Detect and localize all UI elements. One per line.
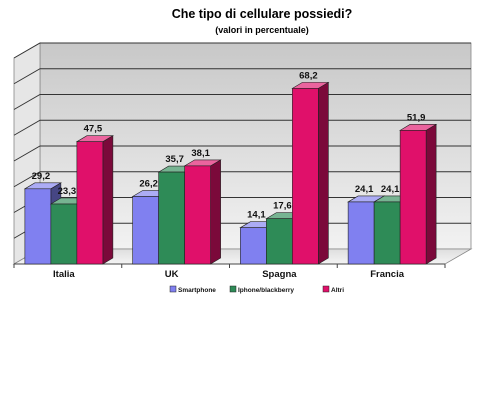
data-label: 38,1: [191, 148, 210, 159]
category-labels-group: Italia UK Spagna Francia: [53, 269, 405, 280]
bar: [75, 135, 114, 265]
category-label: UK: [165, 269, 179, 280]
legend-label: Altri: [331, 287, 344, 294]
legend-swatch: [169, 285, 177, 293]
chart-title: Che tipo di cellulare possiedi?: [172, 7, 353, 21]
legend-label: Iphone/blackberry: [238, 287, 294, 294]
category-label: Francia: [370, 269, 405, 280]
legend-item: Iphone/blackberry: [229, 285, 294, 294]
data-label: 17,6: [273, 201, 292, 212]
bar: [291, 81, 330, 265]
legend-swatch: [322, 285, 330, 293]
bars-group: [23, 81, 438, 265]
data-label: 14,1: [247, 210, 266, 221]
data-label: 23,3: [58, 186, 77, 197]
data-label: 68,2: [299, 70, 318, 81]
legend-item: Altri: [322, 285, 344, 294]
gridline: [13, 68, 471, 85]
category-label: Spagna: [262, 269, 297, 280]
bar: [399, 123, 438, 265]
chart-subtitle: (valori in percentuale): [215, 25, 309, 35]
gridline: [13, 42, 471, 59]
data-label: 29,2: [32, 171, 51, 182]
data-label: 51,9: [407, 112, 426, 123]
category-label: Italia: [53, 269, 75, 280]
data-label: 24,1: [381, 184, 400, 195]
legend-swatch: [229, 285, 237, 293]
data-label: 26,2: [139, 179, 158, 190]
bar: [183, 159, 222, 265]
legend: Smartphone Iphone/blackberry Altri: [169, 285, 344, 294]
data-label: 47,5: [84, 124, 103, 135]
value-labels-group: 29,2 23,3 47,5 26,2 35,7 38,1 14,1 17,6 68,2 24,1…: [32, 70, 426, 220]
legend-item: Smartphone: [169, 285, 216, 294]
data-label: 35,7: [165, 154, 184, 165]
legend-label: Smartphone: [178, 287, 216, 294]
data-label: 24,1: [355, 184, 374, 195]
